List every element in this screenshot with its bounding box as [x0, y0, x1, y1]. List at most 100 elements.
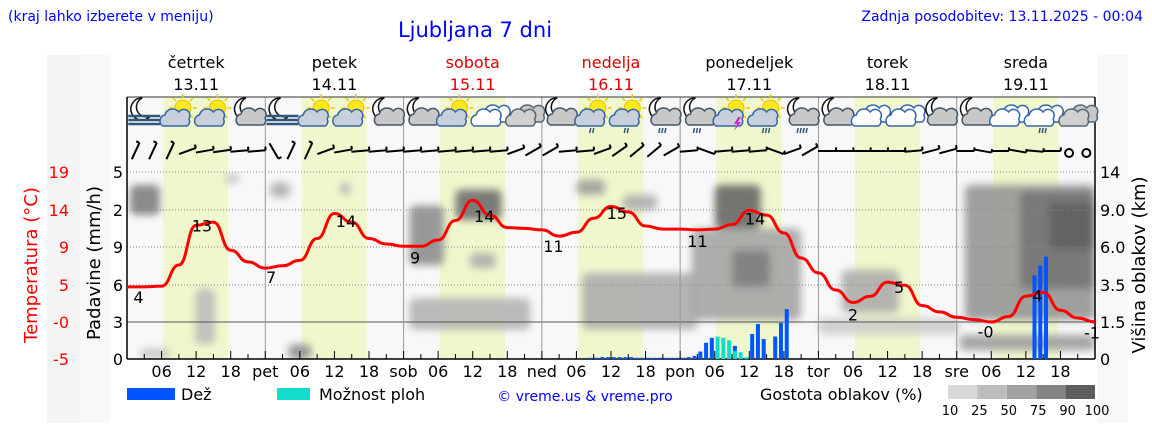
precip-bar	[744, 357, 749, 359]
temperature-label: 5	[894, 278, 904, 297]
day-tick-label: tor	[807, 362, 830, 381]
precip-bar	[715, 336, 720, 359]
wind-barb-staff	[437, 149, 456, 153]
wind-barb-icon	[646, 141, 662, 158]
precip-bar	[1038, 265, 1043, 359]
moon-cloud-icon	[925, 97, 959, 126]
day-tick-label: pon	[665, 362, 695, 381]
hour-tick-label: 12	[186, 362, 206, 381]
day-date: 14.11	[312, 75, 358, 94]
rain-drop	[692, 127, 696, 134]
wind-barb-icon	[165, 140, 175, 160]
wind-barb-staff	[230, 149, 249, 153]
wind-barb-icon	[593, 144, 612, 156]
wind-barb-feather	[608, 144, 612, 149]
precip-tick: 5	[113, 163, 123, 182]
wind-barb-feather	[332, 144, 336, 149]
cloud-density-level-label: 10	[942, 404, 959, 419]
day-tick-label: pet	[252, 362, 278, 381]
wind-barb-feather	[229, 146, 232, 150]
wind-barb-icon	[731, 146, 751, 153]
precip-tick: 0	[113, 350, 123, 369]
rain-drop	[626, 127, 630, 134]
precip-bar	[594, 357, 599, 359]
temperature-tick: 5	[59, 276, 69, 295]
wind-barb-feather	[308, 140, 313, 144]
cloud-cell	[194, 288, 216, 345]
cloud-density-level-label: 100	[1085, 404, 1110, 419]
chart-title: Ljubljana 7 dni	[398, 18, 552, 42]
wind-barb-feather	[798, 144, 802, 149]
precip-bar	[634, 357, 639, 359]
precip-bar	[698, 351, 703, 359]
temperature-label: 14	[474, 207, 494, 226]
wind-barb-staff	[801, 145, 819, 157]
wind-barb-icon	[489, 146, 509, 153]
precip-axis-panel	[80, 55, 110, 423]
day-name: torek	[867, 53, 909, 72]
precip-tick: 2	[113, 201, 123, 220]
cloud-cell	[818, 318, 960, 335]
cloud-cell	[622, 194, 658, 210]
wind-barb-icon	[1042, 147, 1062, 152]
sun-ray	[310, 97, 315, 102]
wind-barb-icon	[334, 145, 353, 154]
wind-barb-feather	[522, 144, 526, 149]
wind-barb-staff	[748, 149, 767, 153]
cloud-shape	[193, 108, 226, 127]
wind-barb-feather	[937, 144, 941, 149]
wind-barb-feather	[170, 140, 175, 144]
legend-rain-label: Dež	[181, 385, 212, 404]
hour-tick-label: 06	[151, 362, 171, 381]
temperature-label: 15	[607, 204, 627, 223]
sun-cloud-icon	[332, 94, 370, 127]
temperature-label: 9	[410, 248, 420, 267]
sun-cloud-drizzle-icon	[608, 94, 647, 134]
rain-drop	[805, 127, 808, 134]
wind-barb-icon	[385, 146, 405, 153]
cloud-cell	[140, 349, 171, 358]
overcast-icon	[1058, 104, 1099, 127]
wind-barb-icon	[524, 142, 542, 157]
temperature-label: 4	[133, 288, 143, 307]
rain-drop	[661, 127, 664, 134]
wind-barb-staff	[472, 149, 491, 153]
wind-barb-icon	[230, 146, 250, 153]
wind-barb-feather	[135, 140, 140, 144]
wind-barb-staff	[679, 149, 698, 153]
cloud-cell	[576, 179, 606, 195]
wind-barb-staff	[420, 149, 439, 153]
wind-barb-icon	[904, 146, 924, 153]
temperature-tick: 9	[59, 238, 69, 257]
precip-bar	[750, 334, 755, 359]
wind-barb-staff	[351, 149, 370, 153]
rain-drop	[796, 127, 799, 134]
wind-barb-staff	[542, 145, 559, 157]
wind-barb-staff	[368, 149, 387, 153]
day-name: četrtek	[168, 53, 226, 72]
cloud-shape	[373, 107, 406, 126]
cloud-density-swatch	[1065, 385, 1095, 399]
cloud-density-level-label: 50	[1001, 404, 1018, 419]
temperature-label: 13	[192, 216, 212, 235]
cloud-shape	[332, 108, 364, 127]
lightning-shape	[734, 117, 741, 131]
cloud-cell	[732, 250, 771, 287]
wind-barb-staff	[165, 142, 175, 160]
day-tick-label: sre	[945, 362, 969, 381]
hour-tick-label: 12	[877, 362, 897, 381]
overcast-light-icon	[989, 104, 1030, 127]
wind-barb-staff	[714, 149, 733, 153]
rain-drop	[764, 127, 768, 134]
cloud-height-tick: 1.5	[1100, 313, 1125, 332]
cloud-shape	[989, 108, 1021, 127]
hour-tick-label: 06	[290, 362, 310, 381]
precip-bar	[704, 342, 709, 359]
sun-cloud-icon	[159, 94, 197, 127]
precip-tick: 9	[113, 238, 123, 257]
daylight-band	[301, 97, 367, 359]
wind-barb-feather	[640, 141, 645, 146]
wind-barb-staff	[316, 146, 335, 156]
hour-tick-label: 06	[428, 362, 448, 381]
